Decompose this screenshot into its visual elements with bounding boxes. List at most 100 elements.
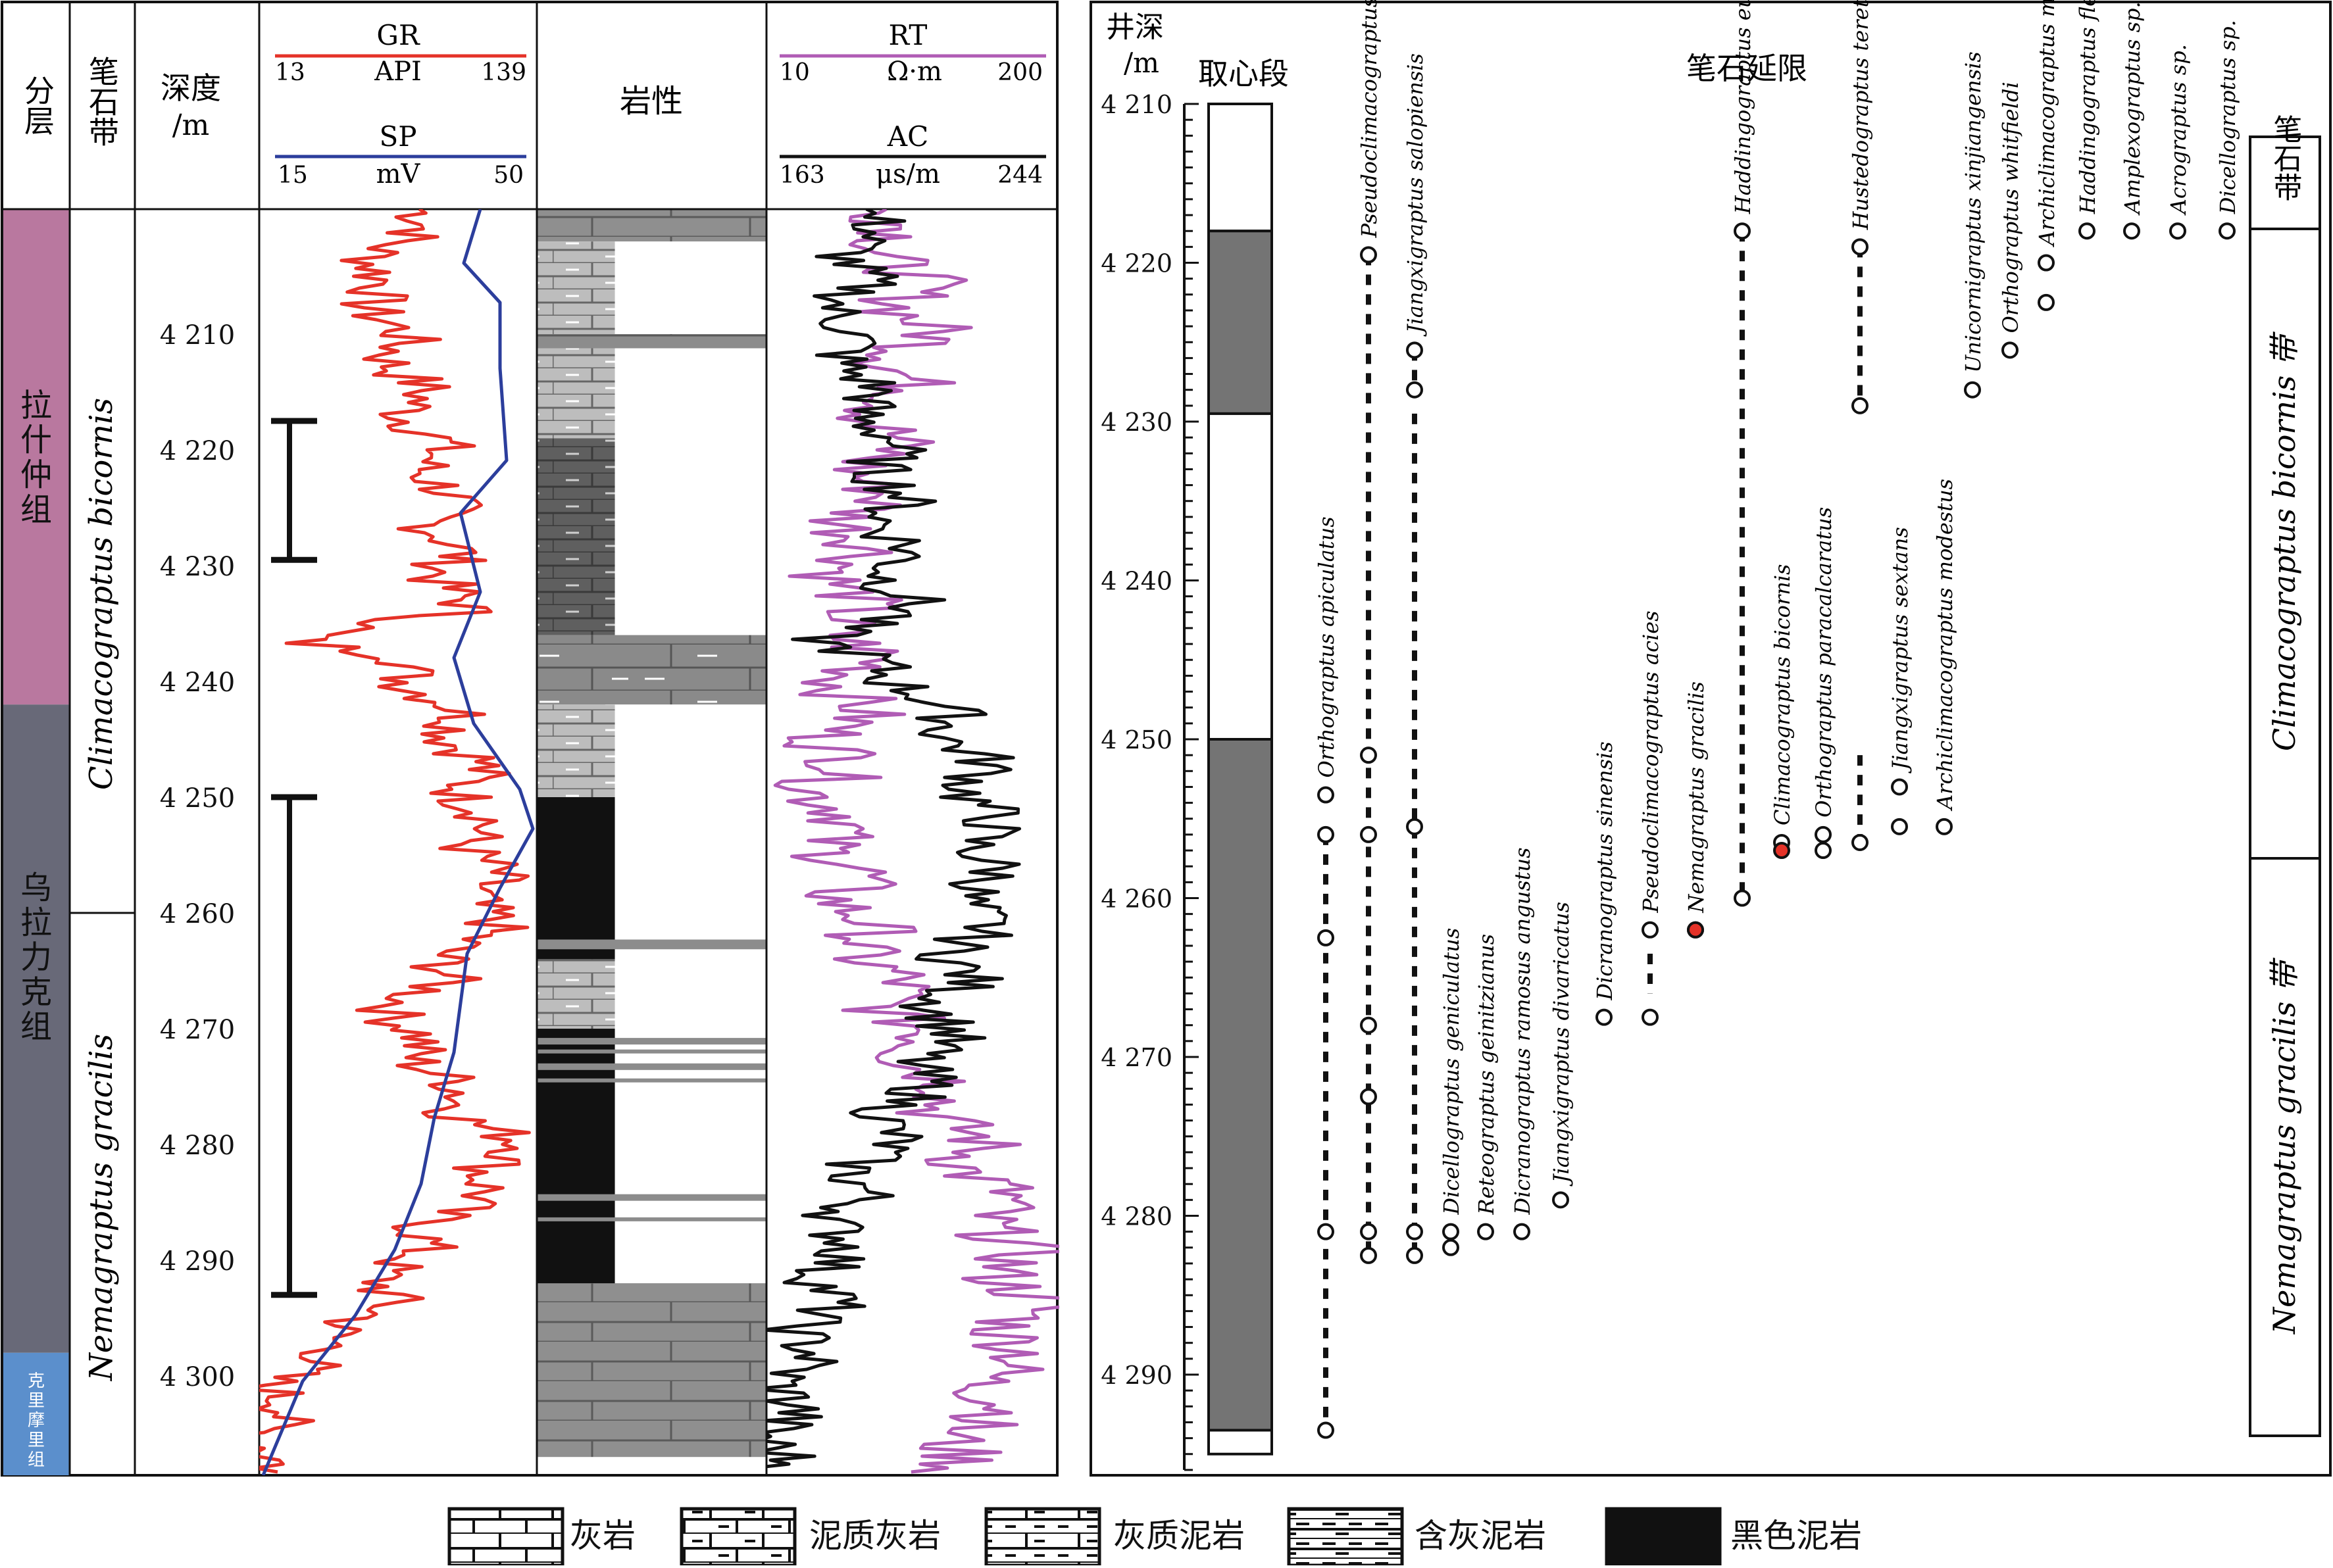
header-zone: 笔石带	[84, 56, 120, 147]
core-bar-0	[271, 418, 317, 563]
gr-min: 13	[275, 59, 305, 86]
right-depth-label-1: 井深	[1106, 11, 1164, 44]
species-range: Hustedograptus teretiusculus	[1848, 0, 1873, 851]
occurrence-point	[1734, 222, 1751, 240]
range-label: 笔石延限	[1686, 51, 1807, 86]
rt-curve	[773, 209, 1059, 1474]
species-name: Orthograptus paracalcaratus	[1811, 507, 1836, 818]
occurrence-point	[1317, 1421, 1334, 1439]
gr-unit: API	[374, 57, 422, 87]
occurrence-point	[1891, 818, 1908, 835]
species-name: Hustedograptus teretiusculus	[1848, 0, 1873, 230]
occurrence-point	[1317, 929, 1334, 946]
depth-tick-right: 4 290	[1101, 1361, 1172, 1390]
gr-sp-header: GR 13 API 139 SP 15 mV 50	[275, 19, 526, 189]
sp-unit: mV	[376, 159, 421, 189]
species-range: Climacograptus bicornis	[1770, 564, 1795, 860]
formation-char: 摩	[28, 1411, 45, 1431]
lith-white-1	[615, 241, 766, 334]
species-range: Orthograptus apiculatus	[1314, 516, 1339, 1439]
lith-block-7	[537, 797, 615, 960]
formation-char: 仲	[20, 456, 52, 493]
occurrence-point	[1815, 825, 1832, 843]
lith-band-top	[537, 336, 766, 349]
lith-band-0	[537, 939, 766, 946]
species-range: Archiclimacograptus modestus	[1932, 479, 1957, 835]
formation-bar-1	[3, 704, 70, 1353]
sp-min: 15	[278, 162, 308, 189]
occurrence-point	[1317, 1223, 1334, 1240]
lith-block-8	[537, 959, 615, 1029]
header-depth-1: 深度	[161, 70, 221, 106]
occurrence-point	[1406, 1246, 1423, 1264]
rt-min: 10	[780, 59, 810, 86]
zone-box-title: 笔石带	[2269, 114, 2302, 201]
lith-block-4	[537, 438, 615, 635]
occurrence-point	[1360, 1088, 1377, 1106]
species-name: Jiangxigraptus salopiensis	[1403, 53, 1428, 337]
depth-tick-left: 4 270	[160, 1015, 236, 1045]
occurrence-point	[1851, 238, 1869, 256]
species-name: Jiangxigraptus sextans	[1888, 527, 1913, 773]
occurrence-point	[1773, 842, 1790, 860]
rt-max: 200	[997, 59, 1043, 86]
header-layer: 分层	[20, 75, 55, 135]
species-name: Pseudoclimacograptus scharenbergi	[1357, 0, 1382, 238]
core-interval-bars	[271, 418, 317, 1298]
species-range: Haddingograptus eurystoma	[1730, 0, 1755, 907]
formation-char: 里	[28, 1431, 45, 1450]
legend-swatch	[1287, 1507, 1404, 1567]
ac-name: AC	[887, 120, 928, 153]
lith-band-3	[537, 1049, 766, 1054]
zone-label-0: Climacograptus bicornis	[83, 398, 120, 790]
core-segment-2	[1207, 412, 1273, 741]
species-range: Dicranograptus ramosus angustus	[1510, 847, 1535, 1240]
formation-char: 拉	[20, 387, 52, 424]
right-depth-label-2: /m	[1124, 47, 1159, 79]
occurrence-point	[1891, 778, 1908, 796]
depth-tick-left: 4 210	[160, 320, 236, 351]
occurrence-point	[2078, 222, 2095, 240]
lith-white-7	[615, 797, 766, 960]
depth-tick-left: 4 220	[160, 436, 236, 466]
zone-label-1: Nemagraptus gracilis	[83, 1034, 120, 1382]
legend-item: 泥质灰岩	[680, 1507, 941, 1567]
occurrence-point	[1687, 921, 1704, 939]
depth-tick-right: 4 260	[1101, 885, 1172, 914]
core-segment-4	[1207, 1429, 1273, 1456]
species-range: Orthograptus paracalcaratus	[1811, 507, 1836, 860]
sp-max: 50	[493, 162, 524, 189]
lith-white-9	[615, 1029, 766, 1284]
species-ranges: Orthograptus apiculatus Pseudoclimacograp…	[1314, 0, 2240, 1439]
occurrence-point	[1360, 1223, 1377, 1240]
legend-label: 黑色泥岩	[1730, 1517, 1862, 1555]
species-name: Nemagraptus gracilis	[1684, 681, 1709, 914]
zone-lower-label: Nemagraptus gracilis 带	[2267, 957, 2302, 1335]
occurrence-point	[1595, 1008, 1613, 1026]
graptolite-range-panel: 井深 /m 取心段 笔石延限 4 210 4 220 4 230 4 240 4 250…	[1090, 0, 2332, 1477]
occurrence-point	[1734, 889, 1751, 907]
species-name: Reteograptus geinitzianus	[1474, 934, 1499, 1215]
occurrence-point	[1360, 825, 1377, 843]
depth-tick-left: 4 280	[160, 1131, 236, 1161]
depth-tick-right: 4 240	[1101, 567, 1172, 596]
gr-curve	[259, 209, 531, 1474]
formation-char: 里	[28, 1391, 45, 1411]
species-range: Nemagraptus gracilis	[1684, 681, 1709, 939]
lith-block-1	[537, 241, 615, 334]
core-segment-0	[1207, 103, 1273, 233]
species-name: Climacograptus bicornis	[1770, 564, 1795, 825]
gr-sp-curves	[259, 209, 535, 1475]
species-name: Dicellograptus geniculatus	[1439, 928, 1464, 1215]
species-name: Haddingograptus eurystoma	[1730, 0, 1755, 214]
species-name: Archiclimacograptus modestus	[1932, 479, 1957, 812]
legend-item: 灰质泥岩	[984, 1507, 1245, 1567]
header-depth-2: /m	[172, 109, 210, 142]
occurrence-point	[2169, 222, 2186, 240]
rt-ac-header: RT 10 Ω·m 200 AC 163 μs/m 244	[780, 19, 1046, 189]
legend-swatch	[447, 1507, 564, 1567]
